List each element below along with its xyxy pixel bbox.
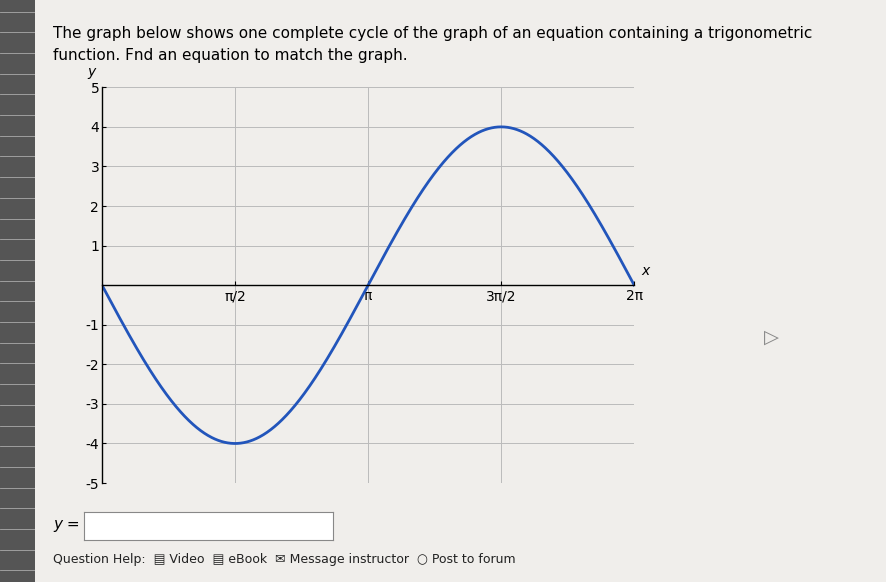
Text: The graph below shows one complete cycle of the graph of an equation containing : The graph below shows one complete cycle… [53,26,812,41]
Text: x: x [641,264,649,278]
Text: Question Help:  ▤ Video  ▤ eBook  ✉ Message instructor  ○ Post to forum: Question Help: ▤ Video ▤ eBook ✉ Message… [53,553,516,566]
Text: function. Fnd an equation to match the graph.: function. Fnd an equation to match the g… [53,48,408,63]
Text: y: y [88,65,96,79]
Text: ▷: ▷ [764,328,778,347]
Text: y =: y = [53,517,80,533]
